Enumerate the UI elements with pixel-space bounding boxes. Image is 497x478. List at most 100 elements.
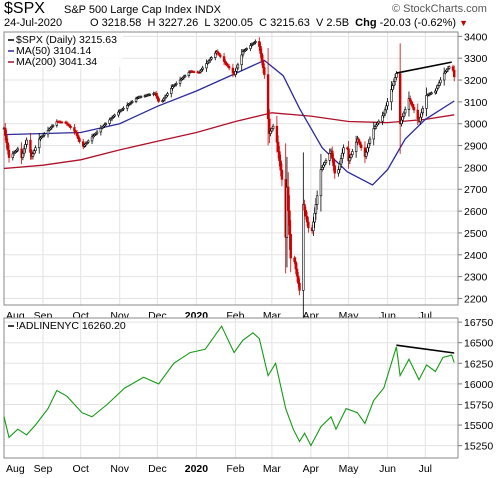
candle-body bbox=[337, 169, 340, 174]
candle-body bbox=[305, 215, 309, 223]
breadth-x-tick-label: Aug bbox=[6, 463, 25, 475]
candle-body bbox=[261, 60, 265, 68]
candle-body bbox=[6, 142, 9, 151]
candle-body bbox=[148, 94, 152, 96]
high-value: 3227.26 bbox=[158, 17, 199, 29]
adline-trendline bbox=[396, 344, 455, 354]
candle-body bbox=[260, 53, 264, 61]
candle-body bbox=[210, 57, 213, 60]
price-y-tick-label: 2500 bbox=[464, 228, 488, 240]
close-label: C bbox=[259, 17, 268, 29]
quote-date: 24-Jul-2020 bbox=[4, 17, 63, 29]
breadth-x-tick-label: Dec bbox=[148, 463, 167, 475]
candle-body bbox=[391, 85, 394, 90]
candle-body bbox=[31, 153, 35, 157]
candle-body bbox=[95, 131, 99, 134]
candle-body bbox=[351, 151, 354, 155]
ma200-line bbox=[3, 112, 455, 170]
candle-body bbox=[314, 204, 318, 214]
candle-body bbox=[323, 162, 326, 166]
price-legend-bg bbox=[5, 33, 123, 67]
exchange-text: INDX bbox=[194, 4, 221, 16]
open-value: 3218.58 bbox=[101, 17, 142, 29]
candle-body bbox=[372, 128, 375, 140]
volume-value: 2.5B bbox=[326, 17, 350, 29]
candle-body bbox=[328, 153, 331, 161]
candle-body bbox=[222, 56, 226, 62]
price-y-tick-label: 2600 bbox=[464, 206, 488, 218]
candle-body bbox=[298, 282, 301, 291]
breadth-plot-area bbox=[4, 318, 458, 458]
candle-body bbox=[187, 72, 191, 76]
breadth-y-tick-label: 16000 bbox=[464, 379, 493, 391]
candle-body bbox=[126, 104, 129, 109]
candle-body bbox=[241, 51, 245, 56]
candle-body bbox=[245, 48, 248, 50]
candle-body bbox=[402, 112, 406, 117]
candle-body bbox=[131, 101, 134, 103]
candle-body bbox=[367, 143, 370, 149]
candle-body bbox=[254, 41, 257, 43]
candle-body bbox=[175, 83, 178, 85]
candle-body bbox=[401, 116, 404, 121]
price-panel: 2200 2300 2400 2500 2600 2700 2800 2900 3000 3100… bbox=[2, 31, 488, 343]
candle-body bbox=[46, 129, 50, 135]
candle-body bbox=[425, 95, 428, 109]
candle-body bbox=[297, 275, 300, 284]
candle-body bbox=[357, 138, 360, 143]
breadth-y-tick-label: 15250 bbox=[464, 441, 493, 453]
open-label: O bbox=[90, 17, 99, 29]
breadth-legend-label: !ADLINENYC 16260.20 bbox=[16, 320, 126, 332]
breadth-x-tick-label: Jun bbox=[379, 463, 396, 475]
candle-body bbox=[234, 71, 237, 75]
candle-body bbox=[315, 195, 319, 205]
candle-body bbox=[87, 140, 90, 143]
candle-body bbox=[333, 165, 336, 174]
candle-body bbox=[342, 147, 345, 154]
candle-body bbox=[117, 111, 120, 116]
breadth-y-tick-label: 15750 bbox=[464, 399, 493, 411]
candle-body bbox=[349, 154, 353, 159]
price-y-tick-label: 3400 bbox=[464, 31, 488, 43]
candle-body bbox=[25, 139, 28, 145]
candle-body bbox=[368, 138, 372, 144]
price-y-tick-label: 2800 bbox=[464, 162, 488, 174]
candle-body bbox=[276, 141, 280, 152]
candle-body bbox=[156, 95, 159, 99]
candle-body bbox=[4, 127, 7, 136]
candle-body bbox=[339, 158, 343, 165]
candle-body bbox=[403, 109, 407, 114]
price-y-tick-label: 2300 bbox=[464, 272, 488, 284]
price-plot-area bbox=[4, 32, 458, 305]
candle-body bbox=[104, 123, 108, 125]
ohlc-readout: O 3218.58 H 3227.26 L 3200.05 C 3215.63 … bbox=[90, 17, 468, 29]
price-y-tick-label: 3100 bbox=[464, 97, 488, 109]
candle-body bbox=[134, 98, 138, 102]
candle-body bbox=[271, 125, 275, 129]
candle-body bbox=[21, 152, 25, 158]
candle-body bbox=[332, 158, 335, 167]
candle-body bbox=[304, 210, 308, 217]
close-value: 3215.63 bbox=[270, 17, 310, 29]
candle-body bbox=[313, 212, 316, 223]
candle-body bbox=[139, 96, 143, 98]
candle-body bbox=[279, 160, 282, 171]
breadth-y-tick-label: 15500 bbox=[464, 420, 493, 432]
candle-body bbox=[270, 128, 274, 132]
candle-body bbox=[421, 108, 424, 114]
candle-body bbox=[442, 72, 446, 81]
candle-body bbox=[324, 160, 328, 163]
breadth-x-tick-label: Jul bbox=[419, 463, 432, 475]
candle-body bbox=[268, 118, 271, 134]
candle-body bbox=[75, 132, 79, 136]
breadth-x-tick-label: Nov bbox=[110, 463, 129, 475]
candle-body bbox=[385, 105, 388, 111]
price-y-tick-label: 2900 bbox=[464, 141, 488, 153]
candle-body bbox=[398, 73, 402, 125]
candle-body bbox=[60, 121, 64, 124]
breadth-x-tick-label: Apr bbox=[303, 463, 320, 475]
price-y-tick-label: 2200 bbox=[464, 293, 488, 305]
candle-body bbox=[78, 138, 81, 142]
candle-body bbox=[38, 138, 41, 149]
candle-body bbox=[259, 46, 262, 54]
